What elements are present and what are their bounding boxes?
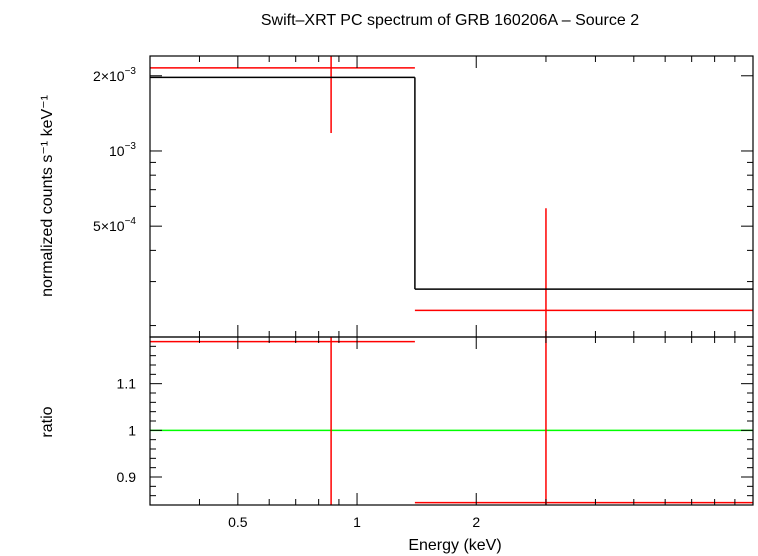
ratio-frame bbox=[149, 336, 754, 506]
spectrum-y-axis-label: normalized counts s⁻¹ keV⁻¹ bbox=[39, 95, 56, 297]
y-tick-mantissa: 10 bbox=[109, 143, 125, 159]
y-tick-exponent: −4 bbox=[125, 216, 137, 227]
spectrum-frame bbox=[149, 55, 754, 338]
x-tick-label: 2 bbox=[472, 514, 480, 530]
y-tick-label: 1 bbox=[128, 422, 136, 438]
spectrum-plot-area bbox=[150, 56, 753, 337]
y-tick-label: 5×10−4 bbox=[93, 216, 136, 234]
x-tick-label: 0.5 bbox=[228, 514, 248, 530]
y-tick-label: 10−3 bbox=[109, 141, 136, 159]
y-tick-mantissa: 2×10 bbox=[93, 68, 125, 84]
y-tick-label: 0.9 bbox=[117, 469, 137, 485]
y-tick-label: 1.1 bbox=[117, 376, 137, 392]
y-tick-exponent: −3 bbox=[125, 141, 137, 152]
x-axis-label: Energy (keV) bbox=[408, 537, 501, 554]
x-tick-label: 1 bbox=[353, 514, 361, 530]
y-tick-label: 2×10−3 bbox=[93, 66, 136, 84]
spectrum-panel: 2×10−310−35×10−4 bbox=[93, 55, 754, 338]
y-tick-mantissa: 5×10 bbox=[93, 218, 125, 234]
ratio-panel: 0.9 1 1.1 0.5 1 2 bbox=[117, 336, 754, 530]
ratio-plot-area bbox=[150, 337, 753, 505]
chart-title: Swift–XRT PC spectrum of GRB 160206A – S… bbox=[261, 12, 639, 29]
y-tick-exponent: −3 bbox=[125, 66, 137, 77]
ratio-y-axis-label: ratio bbox=[39, 406, 56, 437]
